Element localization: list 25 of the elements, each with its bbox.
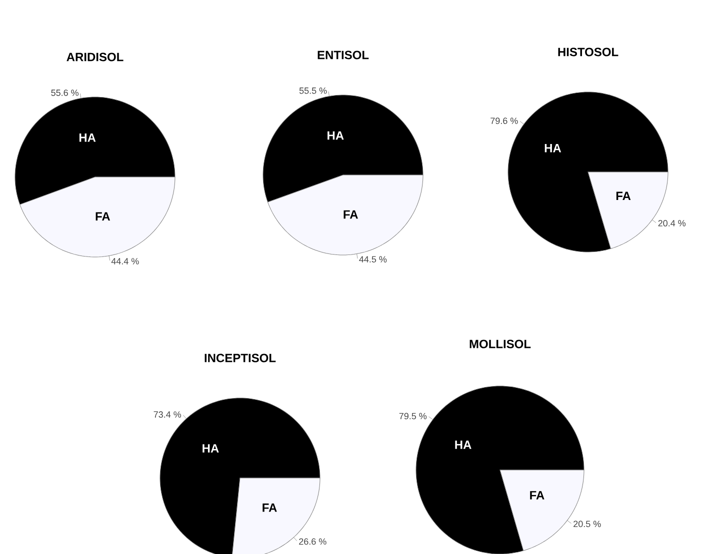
data-label: 26.6 %	[299, 538, 326, 545]
chart-title: HISTOSOL	[558, 48, 618, 56]
slice-label: FA	[344, 210, 358, 219]
data-label: 79.5 %	[399, 412, 427, 420]
slice-label: HA	[328, 131, 344, 140]
data-label: 55.5 %	[299, 88, 327, 94]
data-label: 44.4 %	[111, 258, 139, 264]
data-label: 20.5 %	[574, 520, 601, 528]
data-label: 79.6 %	[490, 118, 518, 124]
chart-title: ARIDISOL	[66, 52, 124, 62]
slice-label: FA	[96, 212, 110, 220]
slice-label: HA	[79, 134, 96, 142]
data-label: 44.5 %	[359, 256, 387, 262]
data-label: 20.4 %	[658, 220, 686, 226]
slice-label: HA	[455, 440, 472, 449]
chart-title: MOLLISOL	[470, 340, 531, 348]
slice-label: FA	[530, 491, 544, 500]
slice-label: HA	[544, 144, 562, 152]
slice-label: FA	[616, 192, 631, 200]
data-label: 55.6 %	[51, 90, 79, 96]
data-label: 73.4 %	[154, 411, 182, 418]
chart-title: INCEPTISOL	[204, 354, 276, 362]
slice-label: FA	[262, 504, 277, 512]
slice-label: HA	[202, 444, 219, 452]
chart-title: ENTISOL	[318, 50, 369, 60]
